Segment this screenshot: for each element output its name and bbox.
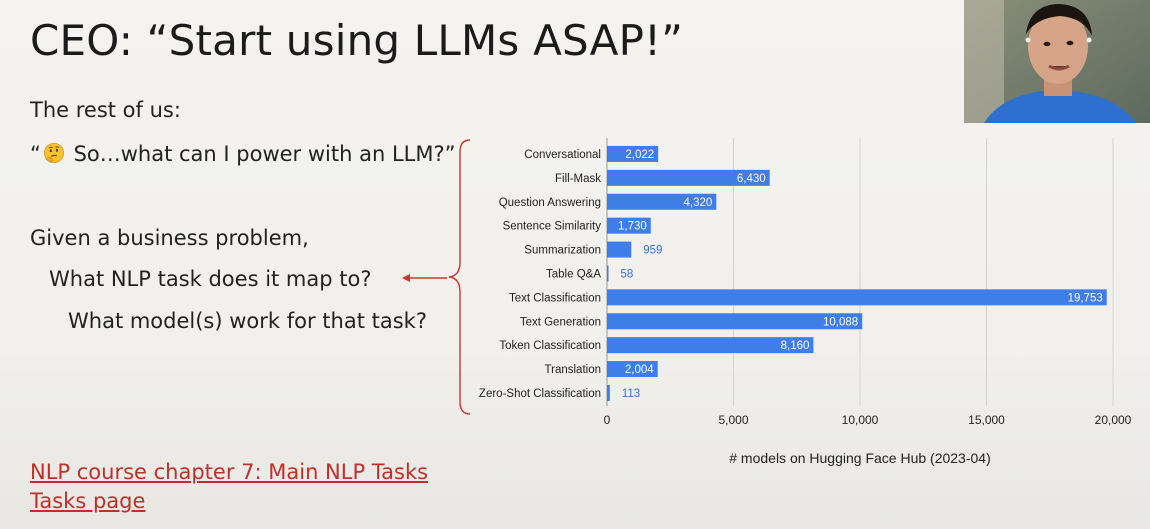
bar	[607, 337, 814, 354]
given-text: Given a business problem,	[30, 226, 309, 250]
x-tick-label: 5,000	[718, 413, 748, 427]
bar	[607, 217, 651, 234]
value-label: 2,004	[625, 364, 654, 376]
x-tick-label: 15,000	[968, 413, 1005, 427]
value-label: 58	[621, 268, 634, 280]
x-tick-label: 10,000	[842, 413, 879, 427]
category-label: Zero-Shot Classification	[479, 388, 601, 400]
category-label: Text Generation	[520, 316, 601, 328]
value-label: 4,320	[684, 197, 713, 209]
presenter-webcam	[964, 0, 1150, 123]
category-label: Summarization	[524, 245, 601, 257]
x-tick-label: 20,000	[1095, 413, 1132, 427]
value-label: 10,088	[823, 316, 858, 328]
bar	[607, 313, 863, 330]
value-label: 2,022	[625, 149, 654, 161]
bar	[607, 193, 717, 210]
x-axis-title: # models on Hugging Face Hub (2023-04)	[729, 450, 991, 466]
quote-text: So…what can I power with an LLM?”	[66, 142, 456, 166]
question-task: What NLP task does it map to?	[49, 267, 372, 291]
thinking-face-icon	[43, 143, 64, 163]
quote-line: “ So…what can I power with an LLM?”	[30, 142, 455, 166]
value-label: 113	[622, 388, 640, 400]
nlp-course-link[interactable]: NLP course chapter 7: Main NLP Tasks	[30, 460, 429, 484]
question-model: What model(s) work for that task?	[68, 309, 427, 333]
chart-bars	[607, 145, 1107, 401]
category-label: Translation	[545, 364, 601, 376]
category-label: Token Classification	[499, 340, 601, 352]
tasks-page-link[interactable]: Tasks page	[30, 489, 146, 513]
value-label: 959	[643, 245, 662, 257]
curly-brace	[448, 139, 471, 415]
presenter-video-icon	[964, 0, 1150, 123]
x-tick-label: 0	[604, 413, 611, 427]
category-label: Question Answering	[499, 197, 601, 209]
slide-title: CEO: “Start using LLMs ASAP!”	[30, 16, 684, 65]
bar	[607, 145, 659, 162]
intro-text: The rest of us:	[30, 98, 181, 122]
bar	[607, 169, 770, 186]
category-label: Fill-Mask	[555, 173, 601, 185]
quote-open: “	[30, 142, 41, 166]
category-label: Table Q&A	[546, 268, 601, 280]
value-label: 19,753	[1068, 292, 1103, 304]
arrow-head-icon	[402, 274, 410, 282]
value-label: 6,430	[737, 173, 766, 185]
value-label: 1,730	[618, 221, 647, 233]
category-label: Conversational	[524, 149, 601, 161]
bar	[607, 384, 610, 401]
bar	[607, 241, 632, 258]
bar	[607, 361, 658, 378]
category-label: Text Classification	[509, 292, 601, 304]
chart-labels: 0 5,000 10,000 15,000 20,000 Conversational 2,…	[479, 149, 1132, 427]
category-label: Sentence Similarity	[503, 221, 602, 233]
bar	[607, 265, 609, 282]
value-label: 8,160	[781, 340, 810, 352]
bar	[607, 289, 1107, 306]
